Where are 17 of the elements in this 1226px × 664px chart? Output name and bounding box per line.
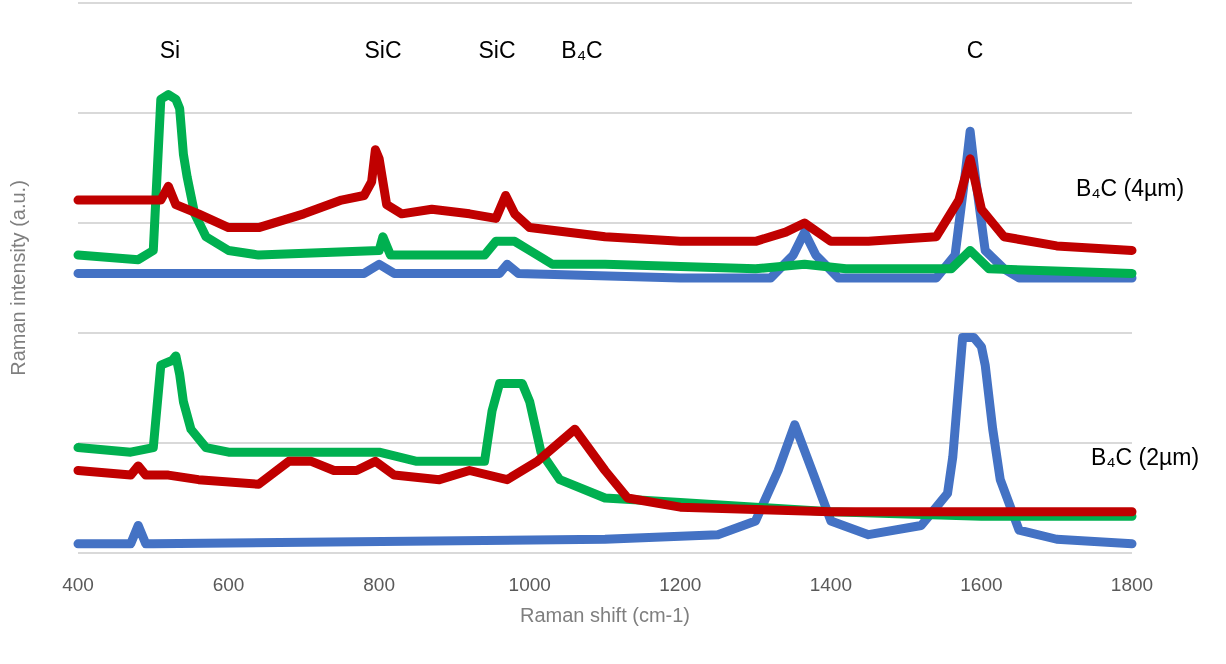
x-tick-label: 1800 [1110, 574, 1154, 595]
annotation: B₄C (2µm) [1090, 444, 1200, 470]
annotation: B₄C (4µm) [1075, 175, 1185, 201]
y-axis-title: Raman intensity (a.u.) [7, 180, 29, 376]
text: B₄C [561, 37, 603, 63]
x-tick-label: 1000 [508, 574, 551, 595]
x-tick-label: 800 [363, 574, 395, 595]
text: SiC [478, 37, 516, 63]
text: SiC [364, 37, 402, 63]
x-axis-title: Raman shift (cm-1) [519, 604, 691, 626]
x-tick-label: 600 [212, 574, 245, 595]
x-tick-label: 1200 [659, 574, 702, 595]
x-tick-label: 400 [62, 574, 94, 595]
x-tick-label: 1600 [960, 574, 1003, 595]
x-tick-label: 1400 [809, 574, 852, 595]
text: C [966, 37, 984, 63]
text: Si [159, 37, 181, 63]
